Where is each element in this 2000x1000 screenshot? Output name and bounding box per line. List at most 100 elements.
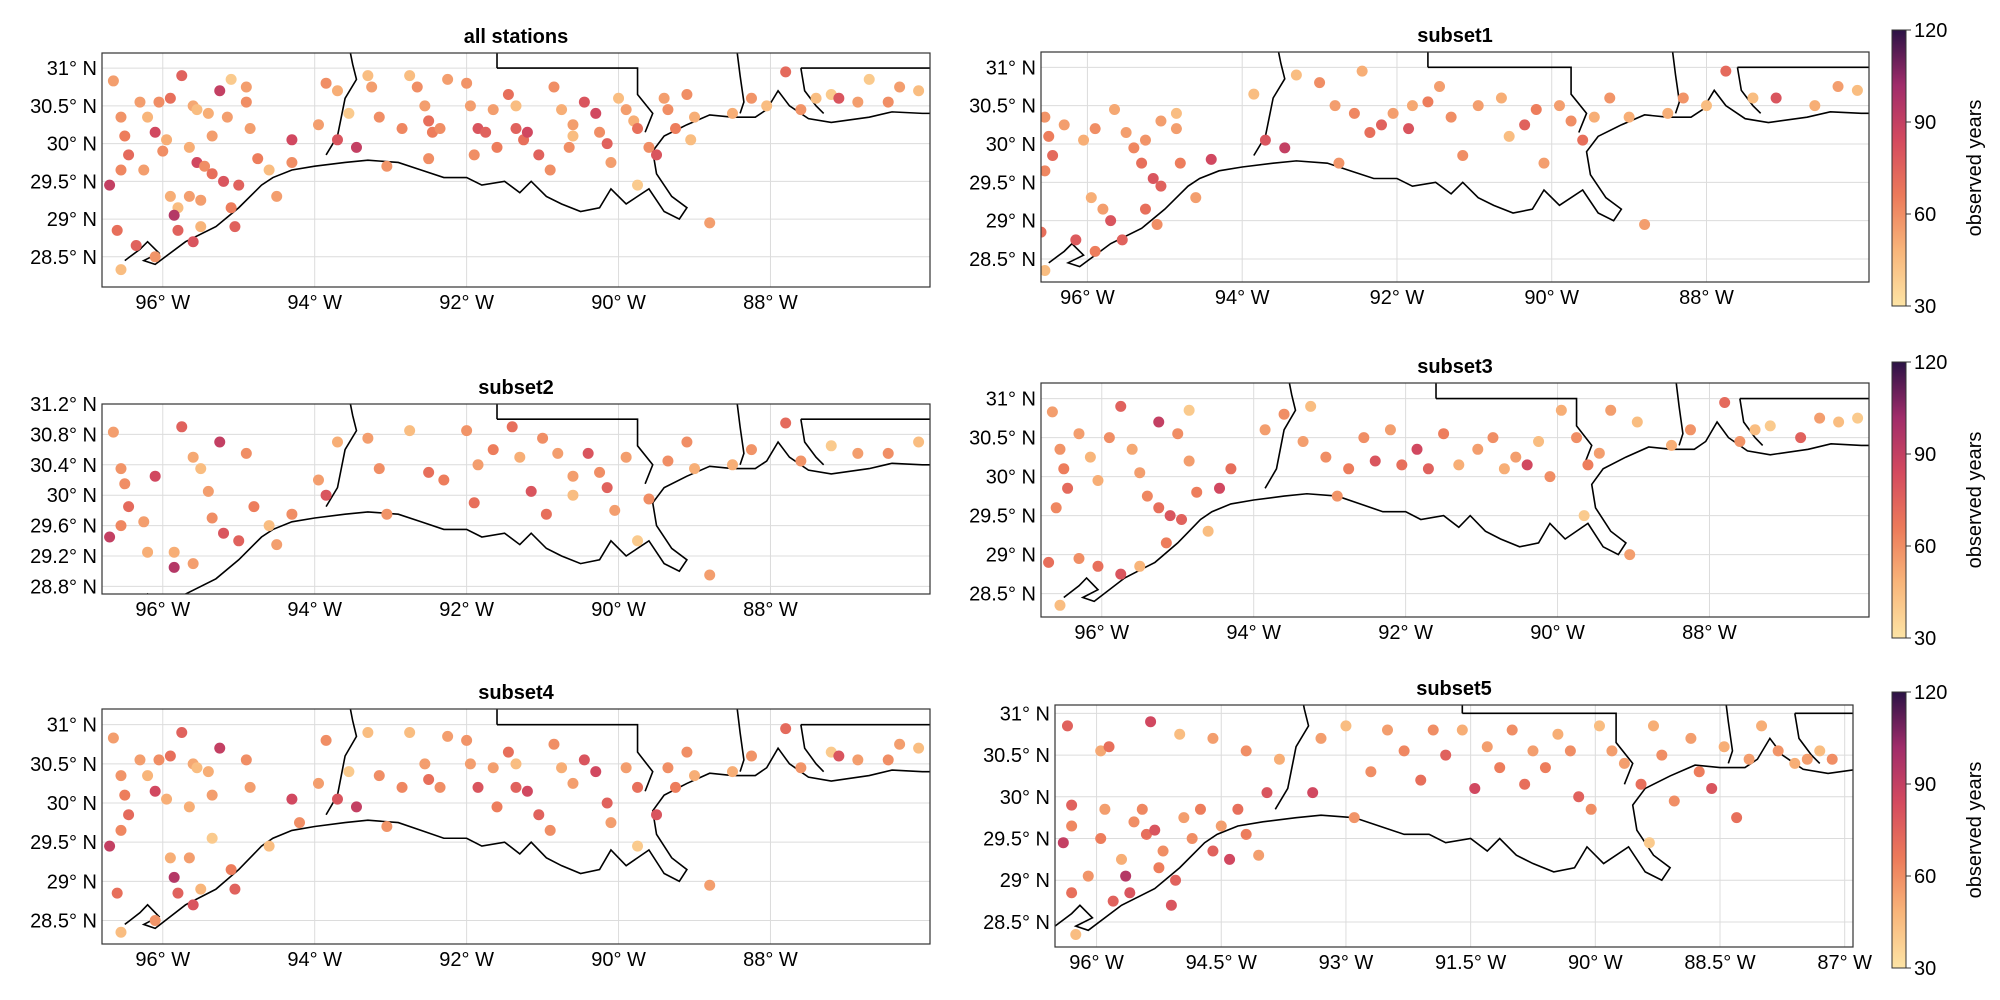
station-point bbox=[1668, 795, 1680, 807]
x-tick-label: 96° W bbox=[1074, 622, 1129, 644]
station-point bbox=[795, 455, 807, 467]
station-point bbox=[544, 824, 556, 836]
station-point bbox=[894, 81, 906, 93]
station-point bbox=[183, 190, 195, 202]
station-point bbox=[404, 727, 416, 738]
station-point bbox=[286, 134, 298, 146]
station-point bbox=[1340, 720, 1352, 732]
station-point bbox=[1693, 766, 1705, 778]
colorbar-title: observed years bbox=[1964, 762, 1986, 899]
station-point bbox=[1343, 463, 1355, 475]
station-point bbox=[689, 111, 701, 123]
station-point bbox=[1719, 397, 1731, 408]
station-point bbox=[1348, 812, 1360, 824]
station-point bbox=[244, 781, 256, 793]
station-point bbox=[1145, 716, 1157, 728]
panel-title: subset1 bbox=[1417, 25, 1493, 47]
station-point bbox=[609, 504, 621, 516]
state-border bbox=[1725, 705, 1734, 764]
x-tick-label: 91.5° W bbox=[1435, 952, 1506, 974]
station-point bbox=[1240, 745, 1252, 757]
station-point bbox=[1427, 724, 1439, 736]
y-tick-label: 30.5° N bbox=[983, 745, 1050, 767]
state-border bbox=[1794, 713, 1821, 764]
station-point bbox=[1369, 455, 1381, 467]
station-point bbox=[1643, 837, 1655, 849]
station-point bbox=[1058, 119, 1070, 131]
axes-frame bbox=[101, 708, 931, 945]
x-tick-label: 88° W bbox=[743, 599, 798, 621]
y-tick-label: 29.5° N bbox=[30, 832, 97, 854]
station-point bbox=[119, 789, 131, 801]
station-point bbox=[362, 70, 374, 82]
station-point bbox=[726, 459, 738, 471]
station-point bbox=[1136, 803, 1148, 815]
station-point bbox=[271, 539, 283, 551]
station-point bbox=[396, 781, 408, 793]
station-point bbox=[882, 447, 894, 459]
station-point bbox=[1151, 219, 1163, 230]
station-point bbox=[1153, 416, 1165, 428]
station-point bbox=[1092, 475, 1104, 486]
station-point bbox=[1396, 459, 1408, 471]
station-point bbox=[632, 840, 644, 852]
station-point bbox=[423, 466, 435, 478]
station-point bbox=[202, 107, 214, 119]
station-point bbox=[115, 264, 127, 276]
station-point bbox=[1057, 837, 1069, 849]
station-point bbox=[590, 107, 602, 119]
station-point bbox=[149, 915, 161, 926]
x-tick-label: 92° W bbox=[1370, 287, 1425, 309]
station-point bbox=[594, 466, 606, 478]
station-point bbox=[1832, 81, 1844, 92]
station-point bbox=[218, 527, 230, 539]
station-point bbox=[689, 770, 701, 782]
station-point bbox=[1279, 142, 1291, 154]
station-point bbox=[168, 546, 180, 558]
station-point bbox=[221, 111, 233, 123]
station-point bbox=[381, 508, 393, 520]
station-point bbox=[533, 149, 545, 161]
colorbar-gradient bbox=[1891, 29, 1907, 307]
station-point bbox=[183, 852, 195, 864]
x-tick-label: 90° W bbox=[591, 292, 646, 314]
y-tick-label: 28.5° N bbox=[30, 911, 97, 933]
station-point bbox=[1061, 720, 1073, 732]
station-point bbox=[434, 122, 446, 134]
y-tick-label: 29° N bbox=[1000, 870, 1050, 892]
station-point bbox=[882, 754, 894, 766]
x-tick-label: 90° W bbox=[1530, 622, 1585, 644]
station-point bbox=[1207, 845, 1219, 857]
station-point bbox=[1155, 115, 1167, 127]
y-tick-label: 29.5° N bbox=[30, 171, 97, 193]
stations bbox=[104, 417, 925, 581]
station-point bbox=[491, 141, 503, 153]
colorbar-title: observed years bbox=[1964, 100, 1986, 237]
state-border bbox=[325, 404, 358, 508]
station-point bbox=[1605, 404, 1617, 416]
station-point bbox=[658, 92, 670, 104]
x-tick-label: 94° W bbox=[287, 949, 342, 971]
station-point bbox=[1639, 219, 1651, 230]
station-point bbox=[1186, 833, 1198, 845]
station-point bbox=[1527, 745, 1539, 757]
station-point bbox=[1565, 115, 1577, 127]
station-point bbox=[913, 436, 925, 448]
station-point bbox=[620, 762, 632, 774]
station-point bbox=[312, 777, 324, 789]
state-border bbox=[1274, 705, 1310, 810]
station-point bbox=[704, 217, 716, 229]
station-point bbox=[1207, 732, 1219, 744]
station-point bbox=[1398, 745, 1410, 757]
x-tick-label: 92° W bbox=[439, 292, 494, 314]
colorbar-gradient bbox=[1891, 361, 1907, 639]
station-point bbox=[533, 809, 545, 821]
station-point bbox=[442, 730, 454, 742]
station-point bbox=[149, 251, 161, 263]
station-point bbox=[434, 781, 446, 793]
station-point bbox=[149, 470, 161, 482]
station-point bbox=[244, 122, 256, 134]
x-tick-label: 90° W bbox=[1524, 287, 1579, 309]
y-tick-label: 30.5° N bbox=[30, 754, 97, 776]
station-point bbox=[1734, 436, 1746, 447]
